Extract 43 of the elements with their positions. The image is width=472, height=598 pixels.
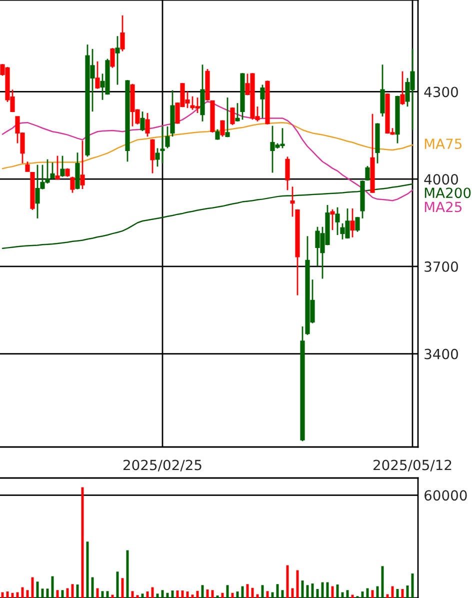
candlestick — [155, 148, 160, 168]
candlestick — [70, 176, 75, 194]
x-tick-label: 2025/02/25 — [123, 460, 202, 472]
candlestick — [55, 155, 60, 180]
candlestick — [380, 64, 385, 118]
y-tick-label: 60000 — [424, 490, 467, 501]
y-tick-label: 4000 — [424, 174, 458, 185]
series-label: MA200 — [424, 188, 471, 198]
line-series — [2, 183, 414, 250]
series-label: MA25 — [424, 202, 462, 212]
candlestick — [25, 160, 30, 172]
candlestick — [165, 126, 170, 149]
candlestick — [335, 206, 340, 236]
candlestick — [115, 35, 120, 86]
series-label: MA75 — [424, 138, 462, 150]
candlestick — [50, 162, 55, 180]
candlestick — [80, 140, 85, 190]
candlestick — [230, 106, 235, 126]
candlestick — [350, 208, 355, 238]
y-tick-label: 3700 — [424, 261, 458, 272]
candlestick — [285, 156, 290, 191]
candlestick — [150, 138, 155, 174]
candlestick — [355, 216, 360, 232]
candlestick — [220, 120, 225, 138]
candlestick — [235, 102, 240, 122]
candlestick — [400, 70, 405, 106]
y-tick-label: 4300 — [424, 86, 458, 98]
y-tick-label: 3400 — [424, 348, 458, 360]
candlestick — [110, 47, 115, 69]
candlestick — [160, 126, 165, 164]
candlestick — [290, 186, 295, 218]
candlestick — [120, 14, 125, 52]
candlestick — [95, 60, 100, 90]
candlestick — [365, 165, 370, 182]
candlestick — [260, 84, 265, 119]
line-series — [2, 100, 414, 202]
candlestick — [60, 155, 65, 178]
candlestick — [215, 128, 220, 140]
candlestick — [330, 208, 335, 231]
candlestick — [225, 96, 230, 138]
candlestick — [145, 112, 150, 138]
candlestick — [140, 110, 145, 132]
x-tick-label: 2025/05/12 — [373, 460, 452, 472]
